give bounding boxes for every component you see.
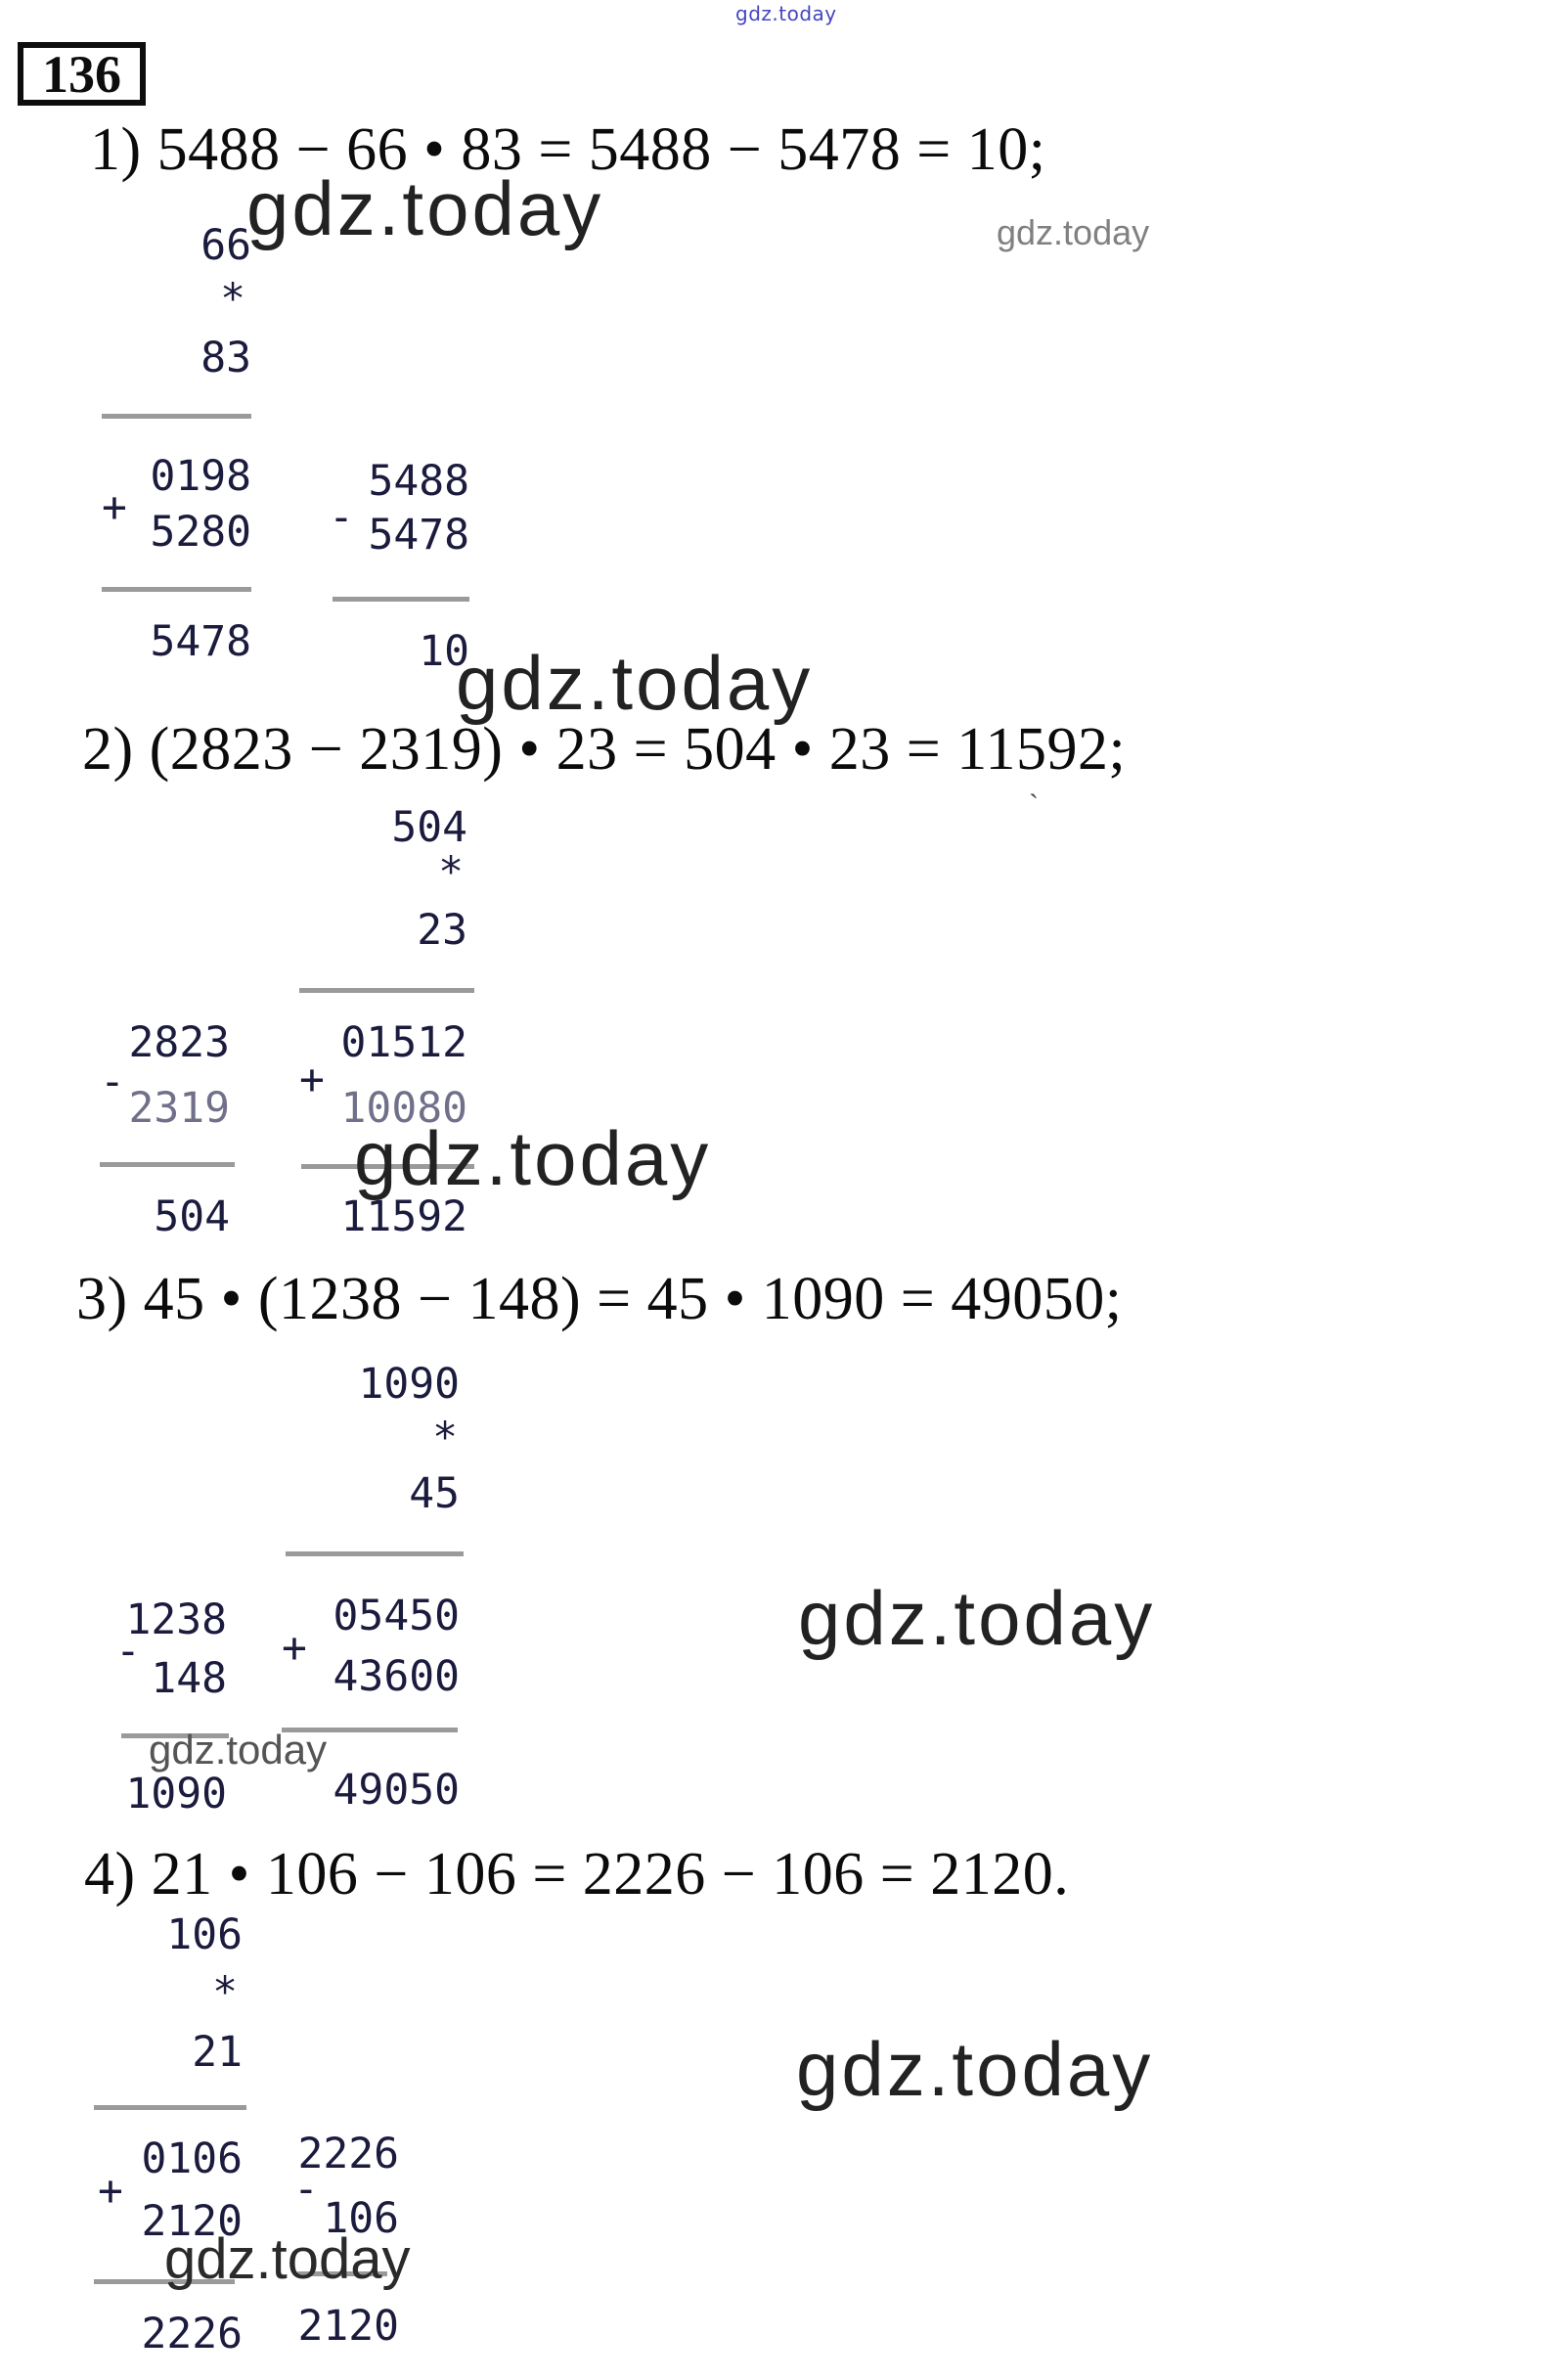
p4-mult-factor2: 21 (192, 2028, 243, 2077)
p3-sub-minuend: 1238 (125, 1595, 227, 1644)
watermark-small-3: gdz.today (164, 2227, 411, 2291)
p1-mult-factor2: 83 (200, 334, 251, 382)
problem-2-equation: 2) (2823 − 2319) • 23 = 504 • 23 = 11592… (82, 716, 1127, 783)
p4-sub-subtrahend: 106 (323, 2194, 399, 2243)
p3-sub-rule (121, 1733, 229, 1738)
p1-mult-product: 5478 (150, 617, 251, 666)
page-number-box: 136 (18, 42, 146, 106)
p2-sub-minus-sign: - (100, 1057, 125, 1106)
p4-mult-product: 2226 (141, 2310, 243, 2358)
p2-mult-multiply-sign: * (438, 848, 464, 897)
p4-mult-rule-1 (94, 2105, 246, 2110)
p4-sub-minuend: 2226 (297, 2130, 399, 2178)
p2-mult-partial-2: 10080 (340, 1084, 467, 1133)
p3-mult-factor1: 1090 (358, 1360, 460, 1409)
p4-mult-plus-sign: + (98, 2167, 123, 2216)
p2-mult-factor1: 504 (391, 803, 467, 852)
watermark-small-2: gdz.today (149, 1727, 328, 1773)
p1-mult-factor1: 66 (200, 221, 251, 270)
p3-sub-subtrahend: 148 (151, 1654, 227, 1703)
p4-sub-result: 2120 (297, 2302, 399, 2351)
p2-mult-rule-1 (299, 988, 474, 993)
p1-sub-result: 10 (419, 627, 469, 676)
p4-sub-minus-sign: - (293, 2165, 319, 2214)
p2-mult-partial-1: 01512 (340, 1018, 467, 1067)
p4-sub-rule (297, 2271, 387, 2276)
p3-mult-partial-2: 43600 (333, 1652, 460, 1701)
p2-mult-factor2: 23 (417, 906, 467, 955)
p1-sub-minuend: 5488 (368, 457, 469, 506)
p2-mult-product: 11592 (340, 1192, 467, 1241)
p2-mult-rule-2 (301, 1164, 474, 1169)
p1-sub-rule (333, 597, 469, 602)
p1-mult-plus-sign: + (102, 483, 127, 532)
p3-mult-rule-2 (282, 1728, 458, 1732)
p1-mult-multiply-sign: * (220, 275, 245, 324)
p1-mult-rule-1 (102, 414, 251, 419)
p1-mult-partial-1: 0198 (150, 452, 251, 501)
p2-sub-rule (100, 1162, 235, 1167)
p4-mult-partial-2: 2120 (141, 2197, 243, 2246)
problem-4-equation: 4) 21 • 106 − 106 = 2226 − 106 = 2120. (84, 1841, 1070, 1908)
watermark-large-2: gdz.today (456, 640, 814, 726)
p1-mult-partial-2: 5280 (150, 508, 251, 557)
p1-sub-subtrahend: 5478 (368, 511, 469, 560)
p1-sub-minus-sign: - (329, 493, 354, 542)
p3-mult-factor2: 45 (409, 1469, 460, 1518)
watermark-large-3: gdz.today (354, 1115, 712, 1201)
p2-sub-minuend: 2823 (128, 1018, 230, 1067)
page-number: 136 (42, 44, 121, 104)
watermark-small-1: gdz.today (997, 212, 1150, 252)
p3-mult-plus-sign: + (282, 1624, 307, 1673)
p3-mult-product: 49050 (333, 1766, 460, 1815)
p1-mult-rule-2 (102, 587, 251, 592)
p4-mult-rule-2 (94, 2279, 235, 2284)
p3-mult-partial-1: 05450 (333, 1592, 460, 1640)
p3-mult-rule-1 (286, 1551, 464, 1556)
watermark-large-5: gdz.today (796, 2026, 1154, 2112)
problem-3-equation: 3) 45 • (1238 − 148) = 45 • 1090 = 49050… (76, 1266, 1123, 1332)
p3-sub-minus-sign: - (115, 1627, 141, 1676)
p3-sub-result: 1090 (125, 1770, 227, 1819)
watermark-blue-top: gdz.today (735, 2, 837, 25)
problem-1-equation: 1) 5488 − 66 • 83 = 5488 − 5478 = 10; (90, 116, 1046, 183)
watermark-large-4: gdz.today (798, 1575, 1156, 1661)
p4-mult-partial-1: 0106 (141, 2134, 243, 2183)
p2-mult-plus-sign: + (299, 1055, 325, 1104)
p4-mult-factor1: 106 (166, 1910, 243, 1959)
stray-mark: ` (1029, 788, 1039, 821)
p3-mult-multiply-sign: * (432, 1414, 458, 1462)
p2-sub-result: 504 (154, 1192, 230, 1241)
p2-sub-subtrahend: 2319 (128, 1084, 230, 1133)
watermark-large-1: gdz.today (246, 165, 604, 251)
p4-mult-multiply-sign: * (212, 1968, 238, 2017)
